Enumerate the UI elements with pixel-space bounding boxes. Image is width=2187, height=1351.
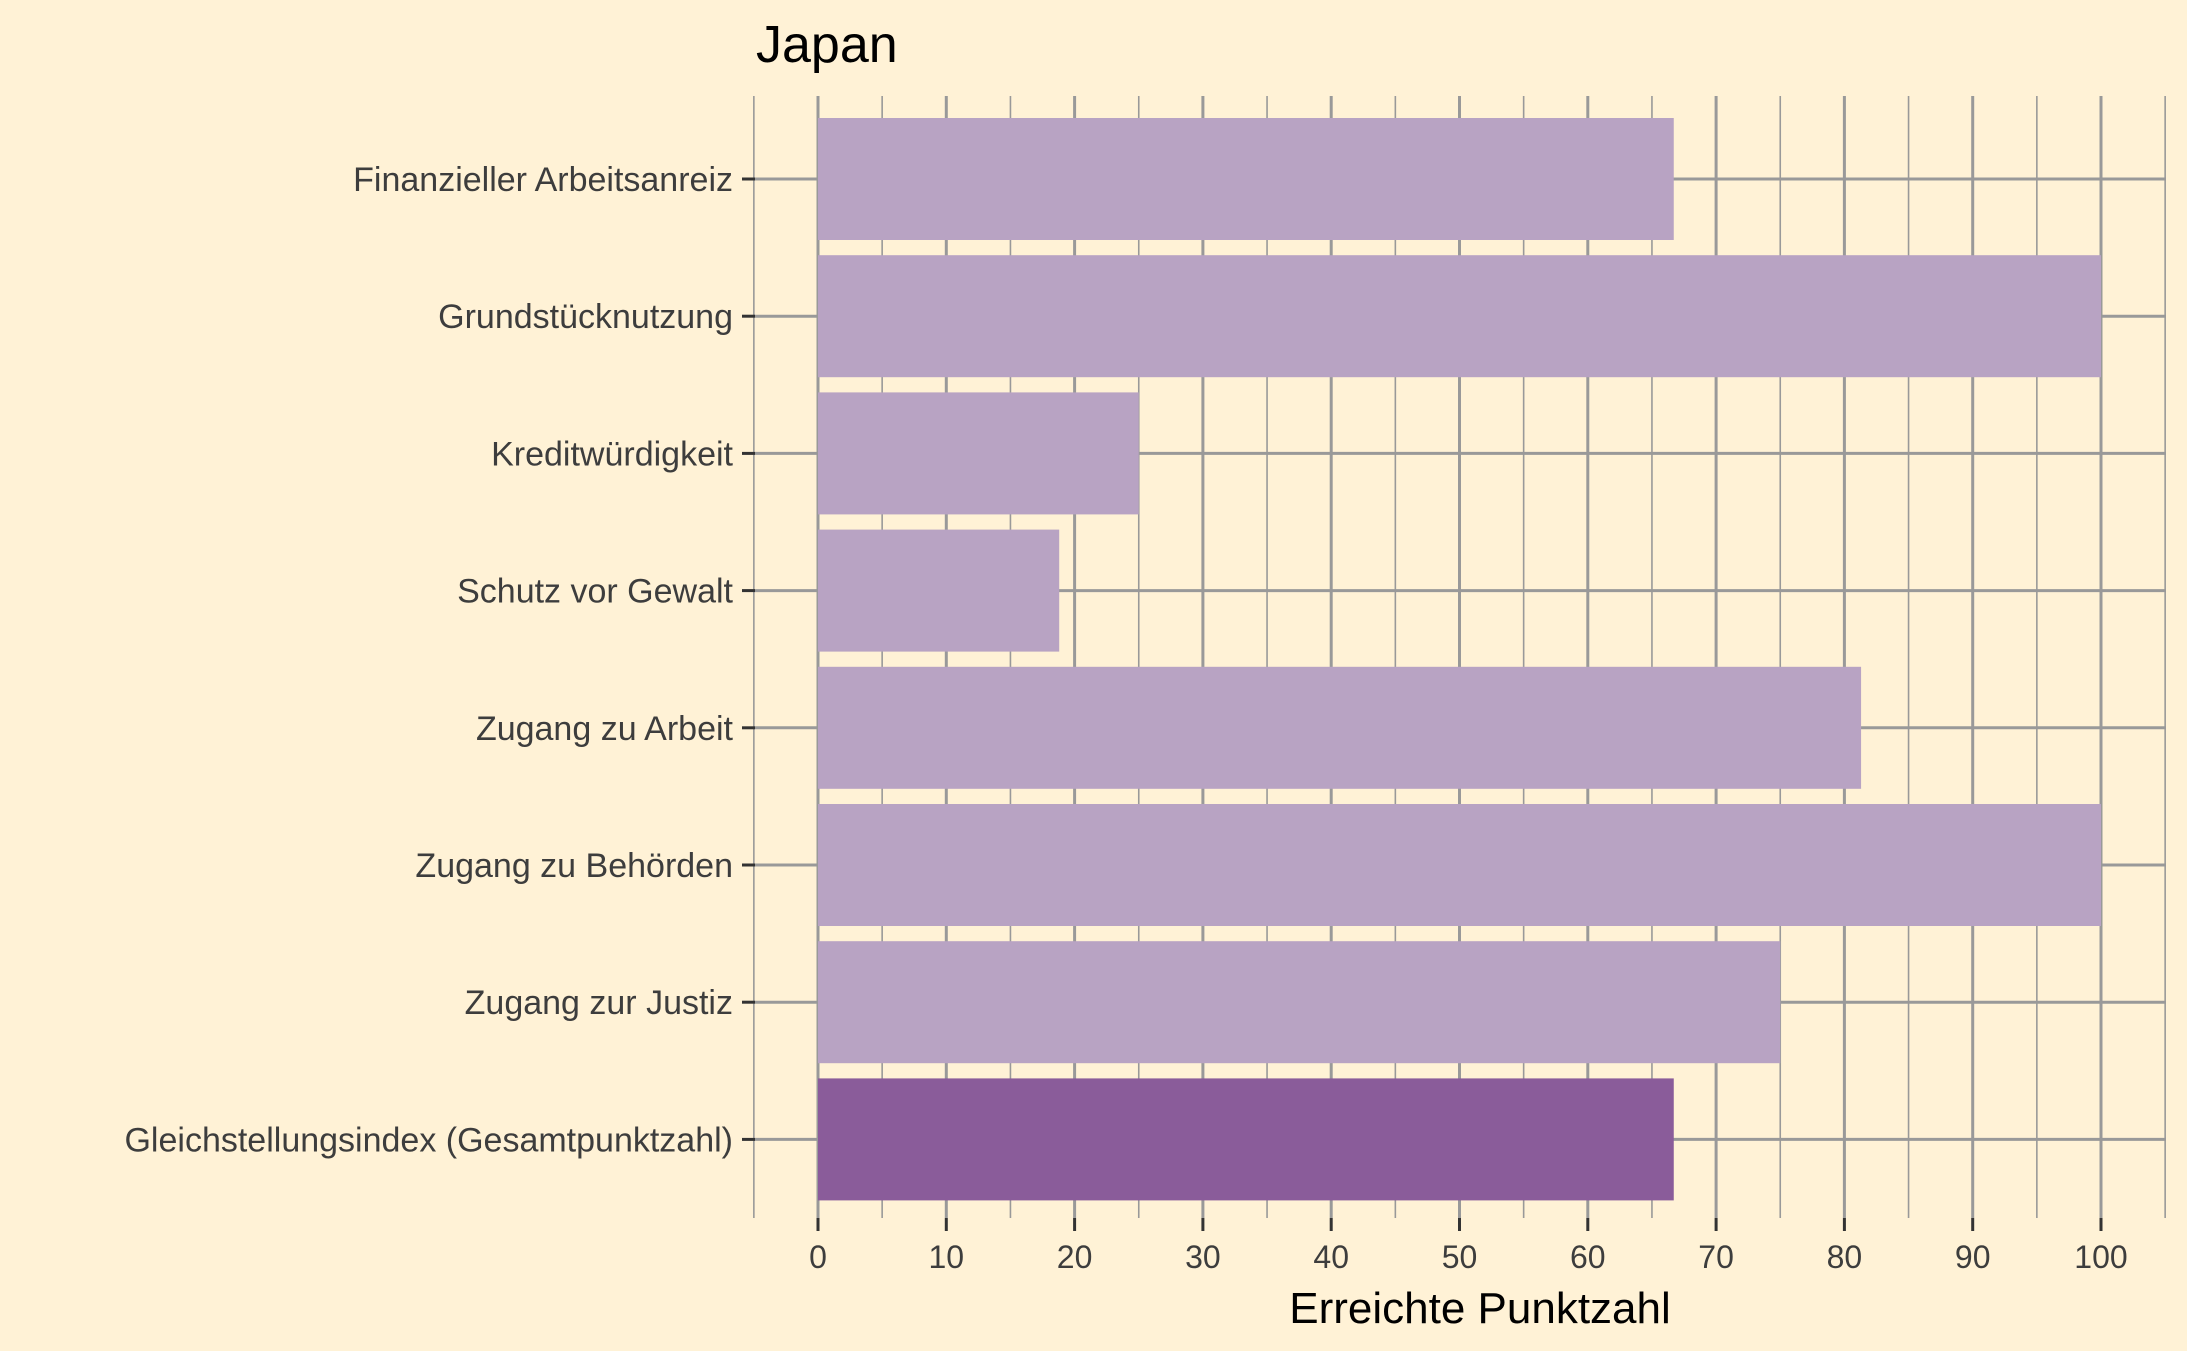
- category-label: Zugang zu Arbeit: [476, 710, 734, 748]
- bar: [818, 529, 1060, 652]
- bar: [818, 255, 2101, 378]
- chart-title: Japan: [756, 16, 898, 74]
- bar: [818, 804, 2101, 926]
- bar: [818, 118, 1674, 240]
- x-tick-label: 20: [1057, 1239, 1093, 1275]
- x-tick-label: 40: [1313, 1239, 1349, 1275]
- x-tick-label: 60: [1570, 1239, 1606, 1275]
- bar: [818, 1078, 1674, 1201]
- x-tick-label: 80: [1827, 1239, 1863, 1275]
- x-axis-ticks: 0 10 20 30 40 50 60 70 80 90 100: [809, 1218, 2128, 1275]
- category-label: Grundstücknutzung: [438, 298, 733, 336]
- x-tick-label: 90: [1955, 1239, 1991, 1275]
- category-label: Zugang zur Justiz: [465, 984, 733, 1022]
- x-tick-label: 100: [2074, 1239, 2127, 1275]
- x-tick-label: 0: [809, 1239, 827, 1275]
- x-tick-label: 10: [929, 1239, 965, 1275]
- bar: [818, 666, 1862, 789]
- bars: [818, 118, 2101, 1201]
- bar: [818, 392, 1139, 515]
- x-tick-label: 70: [1698, 1239, 1734, 1275]
- category-labels: Finanzieller Arbeitsanreiz Grundstücknutz…: [124, 161, 733, 1159]
- x-tick-label: 50: [1442, 1239, 1478, 1275]
- category-label: Gleichstellungsindex (Gesamtpunktzahl): [124, 1121, 733, 1159]
- x-tick-label: 30: [1185, 1239, 1221, 1275]
- category-label: Zugang zu Behörden: [415, 847, 733, 885]
- category-label: Finanzieller Arbeitsanreiz: [353, 161, 733, 199]
- category-label: Kreditwürdigkeit: [491, 435, 733, 473]
- category-label: Schutz vor Gewalt: [457, 573, 733, 611]
- x-axis-title: Erreichte Punktzahl: [1289, 1284, 1671, 1333]
- bar: [818, 941, 1781, 1064]
